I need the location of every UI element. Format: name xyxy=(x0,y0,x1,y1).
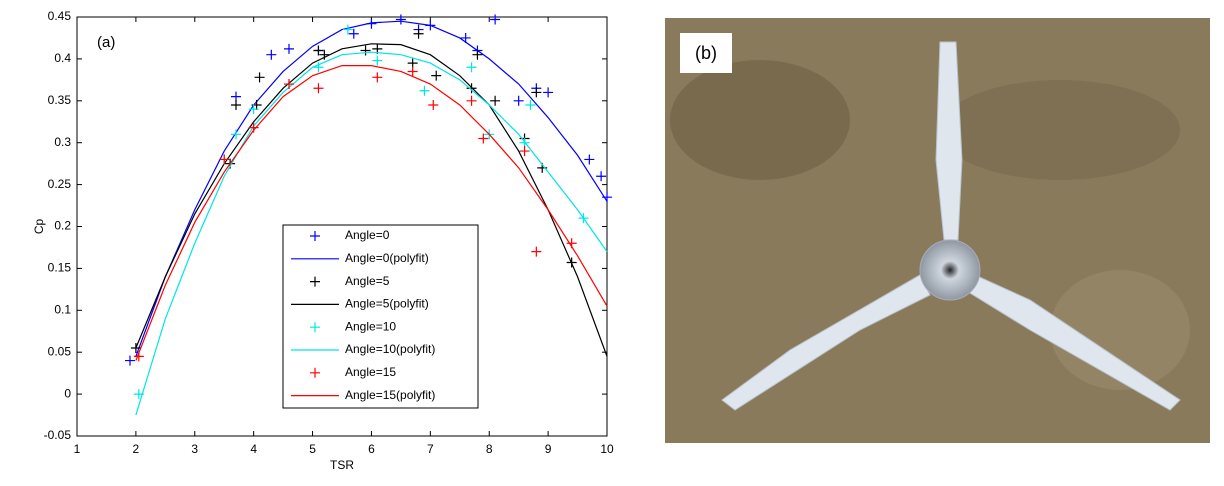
marker xyxy=(478,133,489,144)
legend-label: Angle=5(polyfit) xyxy=(345,297,429,311)
y-axis-label: Cp xyxy=(32,219,46,235)
marker xyxy=(472,49,483,60)
hub xyxy=(919,239,981,301)
legend-label: Angle=0(polyfit) xyxy=(345,251,429,265)
blade xyxy=(935,41,963,241)
y-tick-label: 0.45 xyxy=(48,9,72,23)
marker xyxy=(525,99,536,110)
marker xyxy=(407,66,418,77)
y-tick-label: 0 xyxy=(64,386,71,400)
chart: 1 2 3 4 5 6 7 8 9 10 -0.05 0 0.05 0.1 0.15 0.2 0.25 0.3 0.… xyxy=(32,9,614,472)
marker xyxy=(584,154,595,165)
legend-marker xyxy=(310,367,320,378)
marker xyxy=(531,246,542,257)
legend-label: Angle=10(polyfit) xyxy=(345,342,435,356)
marker xyxy=(231,91,241,102)
x-tick-label: 4 xyxy=(250,442,257,456)
x-axis-label: TSR xyxy=(330,458,354,472)
x-tick-label: 1 xyxy=(74,442,81,456)
y-tick-label: -0.05 xyxy=(44,428,72,442)
marker xyxy=(125,355,135,366)
x-tick-label: 9 xyxy=(545,442,552,456)
marker xyxy=(372,55,383,66)
y-tick-label: 0.4 xyxy=(54,51,71,65)
x-tick-label: 6 xyxy=(368,442,375,456)
legend-label: Angle=15(polyfit) xyxy=(345,388,435,402)
y-tick-label: 0.05 xyxy=(48,344,72,358)
fit-line xyxy=(135,20,608,357)
marker xyxy=(372,72,383,83)
legend-label: Angle=0 xyxy=(345,228,390,242)
marker xyxy=(360,45,371,56)
x-tick-label: 10 xyxy=(600,442,614,456)
legend-label: Angle=15 xyxy=(345,365,396,379)
marker xyxy=(490,95,501,106)
legend-label: Angle=10 xyxy=(345,319,396,333)
marker xyxy=(419,85,430,96)
marker xyxy=(231,129,241,140)
legend-marker xyxy=(310,276,320,287)
x-tick-label: 5 xyxy=(309,442,316,456)
marker xyxy=(248,104,259,115)
marker xyxy=(266,49,277,60)
marker xyxy=(348,28,359,39)
marker xyxy=(466,95,477,106)
x-tick-label: 7 xyxy=(427,442,434,456)
marker xyxy=(428,99,439,110)
x-tick-label: 2 xyxy=(133,442,140,456)
x-tick-label: 3 xyxy=(191,442,198,456)
stain xyxy=(940,80,1180,180)
marker xyxy=(543,87,554,98)
y-tick-label: 0.1 xyxy=(54,302,71,316)
marker xyxy=(407,58,418,69)
marker xyxy=(219,154,230,165)
marker xyxy=(531,87,542,98)
annotation: (a) xyxy=(97,34,115,51)
marker xyxy=(466,62,477,73)
marker xyxy=(254,72,265,83)
y-tick-label: 0.15 xyxy=(48,261,72,275)
marker xyxy=(284,43,294,54)
marker xyxy=(490,14,501,25)
rotor-photo: (b) xyxy=(665,18,1210,443)
blade xyxy=(721,274,931,411)
fit-line xyxy=(135,65,608,361)
marker xyxy=(596,171,607,182)
marker xyxy=(313,83,324,94)
x-tick-label: 8 xyxy=(486,442,493,456)
stain xyxy=(670,60,850,180)
y-tick-label: 0.35 xyxy=(48,93,72,107)
legend-label: Angle=5 xyxy=(345,274,390,288)
label-box xyxy=(680,33,732,73)
legend-marker xyxy=(310,231,320,241)
y-tick-label: 0.3 xyxy=(54,135,71,149)
legend-marker xyxy=(310,322,320,333)
marker xyxy=(342,24,353,35)
marker xyxy=(313,45,324,56)
marker xyxy=(413,28,424,39)
fit-line xyxy=(135,51,608,416)
marker xyxy=(231,99,241,110)
marker xyxy=(460,32,471,43)
marker xyxy=(395,14,406,25)
marker xyxy=(519,146,530,157)
y-tick-label: 0.25 xyxy=(48,177,72,191)
marker xyxy=(284,79,294,90)
y-tick-label: 0.2 xyxy=(54,219,71,233)
photo-label: (b) xyxy=(695,43,717,63)
marker xyxy=(313,62,324,73)
marker xyxy=(513,95,524,106)
marker xyxy=(431,70,442,81)
fit-line xyxy=(135,43,608,357)
